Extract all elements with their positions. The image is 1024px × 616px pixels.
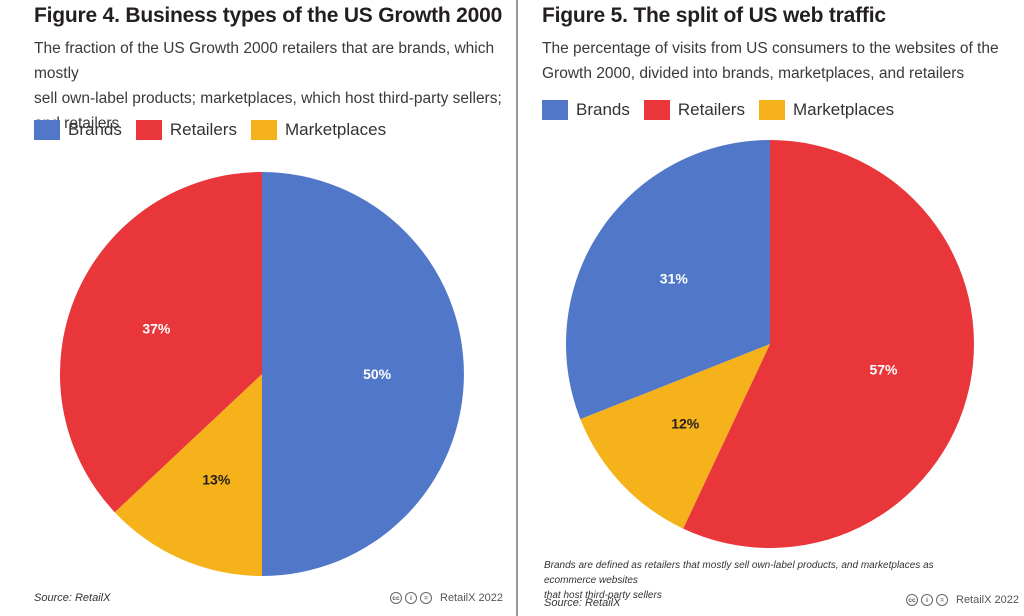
attribution-icon: i (405, 592, 417, 604)
legend-swatch-retailers (135, 120, 162, 140)
panel-divider (516, 0, 518, 616)
legend-item-brands: Brands (542, 100, 630, 120)
legend-swatch-marketplaces (758, 100, 785, 120)
legend-swatch-brands (34, 120, 60, 140)
legend-swatch-retailers (643, 100, 670, 120)
figure-5-footnote-line: Brands are defined as retailers that mos… (544, 560, 934, 586)
figure-4-credit: cc i = RetailX 2022 (390, 592, 503, 604)
legend-label-marketplaces: Marketplaces (284, 120, 387, 139)
pie-slice-retailers (683, 140, 974, 548)
figure-5-title: Figure 5. The split of US web traffic (542, 4, 886, 27)
pie-slice-marketplaces (114, 374, 262, 576)
pie-label-retailers: 37% (142, 320, 171, 336)
legend-item-retailers: Retailers (135, 120, 237, 140)
figure-5-footnote-line: that host third-party sellers (544, 590, 662, 601)
pie-label-brands: 31% (660, 271, 689, 287)
pie-slice-marketplaces (580, 344, 770, 529)
figure-5-footnote: Brands are defined as retailers that mos… (544, 558, 984, 603)
figure-5-subtitle-line: The percentage of visits from US consume… (542, 40, 999, 57)
pie-slice-brands (566, 140, 770, 420)
pie-label-marketplaces: 13% (202, 472, 231, 488)
pie-label-retailers: 57% (869, 361, 898, 377)
pie-slice-retailers (59, 172, 262, 513)
pie-label-brands: 50% (363, 366, 392, 382)
legend-label-brands: Brands (68, 120, 122, 139)
legend-label-brands: Brands (576, 100, 630, 119)
legend-item-brands: Brands (34, 120, 122, 140)
figure-4-panel: Figure 4. Business types of the US Growt… (34, 4, 515, 604)
pie-label-marketplaces: 12% (671, 416, 700, 432)
figure-5-subtitle: The percentage of visits from US consume… (542, 36, 999, 86)
legend-label-retailers: Retailers (169, 120, 237, 139)
figure-5-credit-text: RetailX 2022 (956, 594, 1019, 606)
legend-item-marketplaces: Marketplaces (758, 100, 895, 120)
cc-icon: cc (906, 594, 918, 606)
legend-item-marketplaces: Marketplaces (250, 120, 387, 140)
figure-5-legend: Brands Retailers Marketplaces (542, 100, 894, 120)
figure-4-subtitle-line: The fraction of the US Growth 2000 retai… (34, 40, 495, 82)
legend-swatch-brands (542, 100, 568, 120)
attribution-icon: i (921, 594, 933, 606)
legend-label-marketplaces: Marketplaces (792, 100, 895, 119)
figure-5-source: Source: RetailX (544, 597, 621, 609)
figure-4-pie-chart: 50% 13% 37% (59, 172, 464, 576)
figure-4-subtitle: The fraction of the US Growth 2000 retai… (34, 36, 515, 136)
pie-slice-brands (262, 172, 464, 576)
cc-icon: cc (390, 592, 402, 604)
figure-5-panel: Figure 5. The split of US web traffic Th… (520, 0, 1024, 616)
legend-swatch-marketplaces (250, 120, 277, 140)
figure-5-pie-chart: 57% 12% 31% (566, 140, 974, 548)
figure-4-legend: Brands Retailers Marketplaces (34, 120, 386, 140)
no-derivatives-icon: = (420, 592, 432, 604)
legend-item-retailers: Retailers (643, 100, 745, 120)
figure-4-subtitle-line: sell own-label products; marketplaces, w… (34, 90, 502, 107)
figure-4-source: Source: RetailX (34, 592, 111, 604)
legend-label-retailers: Retailers (677, 100, 745, 119)
figure-4-title: Figure 4. Business types of the US Growt… (34, 4, 503, 27)
no-derivatives-icon: = (936, 594, 948, 606)
figure-5-credit: cc i = RetailX 2022 (906, 594, 1019, 606)
figure-4-credit-text: RetailX 2022 (440, 592, 503, 604)
figure-5-subtitle-line: Growth 2000, divided into brands, market… (542, 65, 965, 82)
